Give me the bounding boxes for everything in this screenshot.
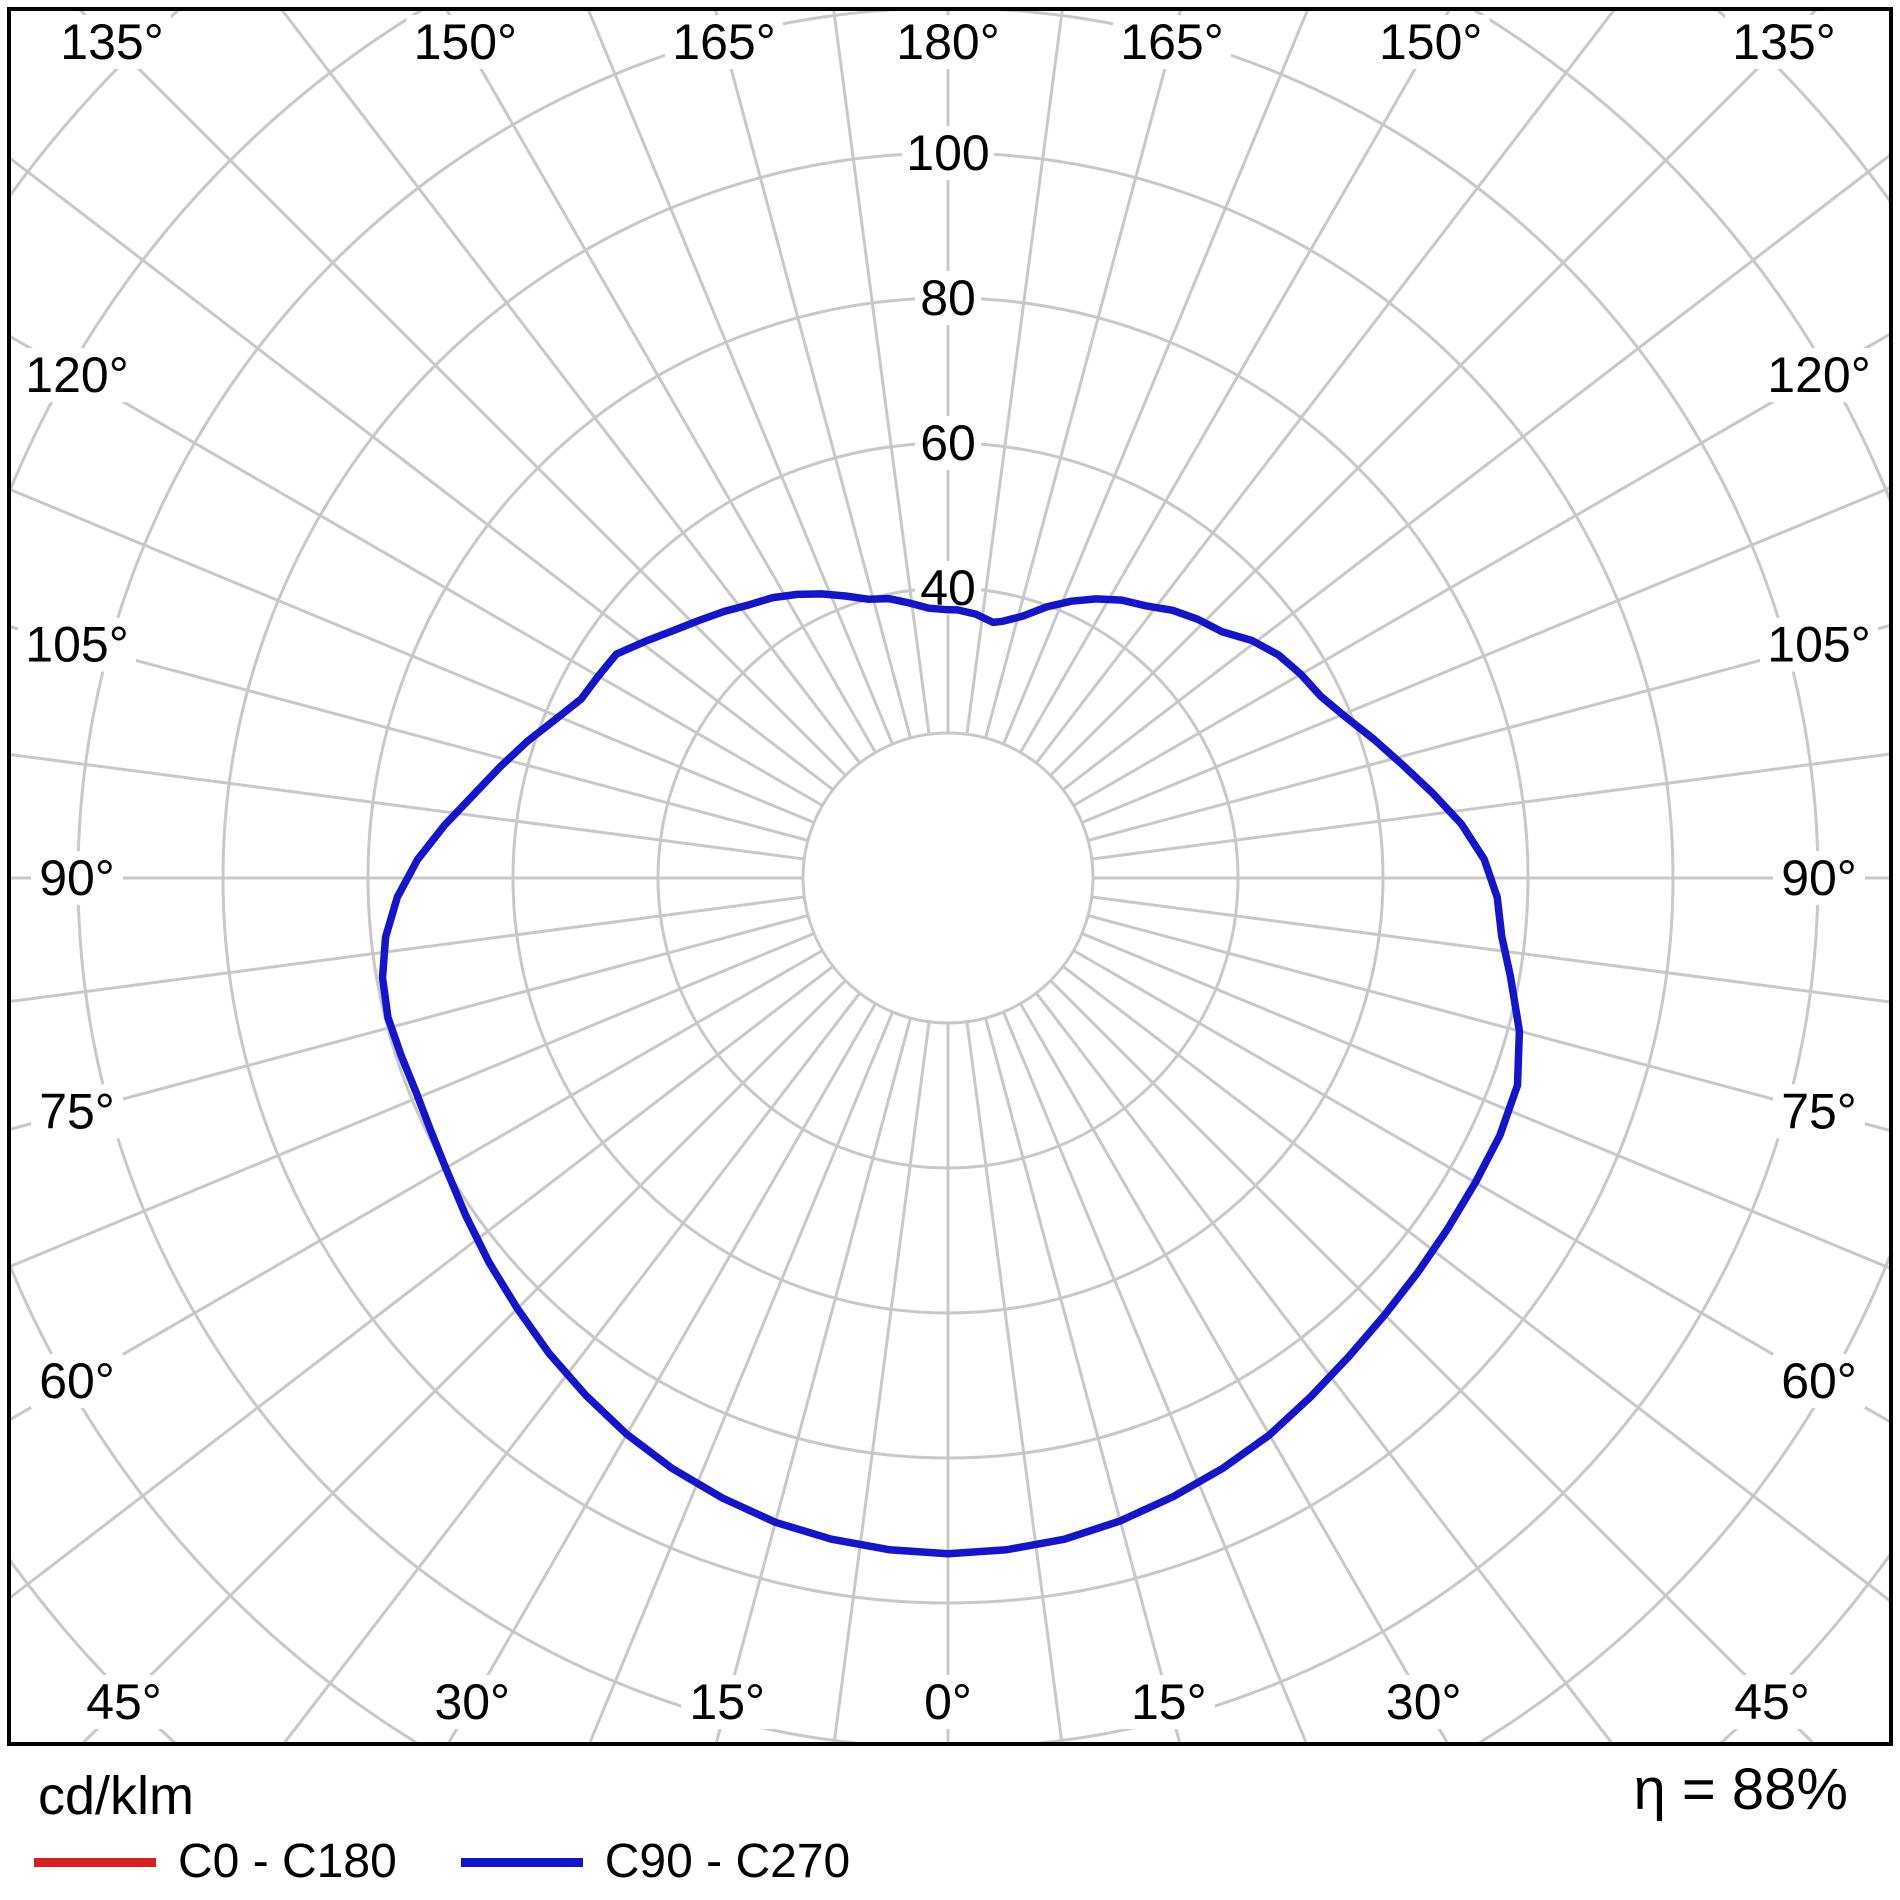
angle-label: 165°	[1120, 14, 1223, 70]
grid-spoke	[832, 1021, 931, 1742]
grid-spoke	[1002, 11, 1309, 745]
grid-spoke	[11, 753, 805, 861]
grid-spoke	[832, 11, 931, 735]
units-label: cd/klm	[38, 1766, 195, 1826]
grid-spoke	[11, 157, 834, 791]
radial-tick-label: 60	[920, 415, 976, 471]
grid-spoke	[1091, 895, 1889, 1004]
legend-label-c90-c270: C90 - C270	[604, 1835, 851, 1888]
grid-spoke	[11, 895, 805, 1003]
legend-item-c0-c180: C0 - C180	[34, 1836, 397, 1888]
grid-spoke	[11, 932, 815, 1268]
angle-label: 75°	[1781, 1083, 1857, 1139]
grid-spoke	[587, 11, 894, 745]
angle-label: 60°	[39, 1353, 115, 1409]
grid-spoke	[1062, 154, 1889, 791]
grid-spoke	[11, 949, 824, 1421]
angle-label: 75°	[39, 1083, 115, 1139]
grid-spoke	[984, 11, 1182, 739]
angle-label: 15°	[689, 1674, 765, 1730]
grid-spoke	[965, 1021, 1064, 1742]
angle-label: 90°	[1781, 850, 1857, 906]
grid-spoke	[1002, 1011, 1308, 1742]
grid-spoke	[984, 1017, 1182, 1742]
angle-label: 135°	[60, 14, 163, 70]
angle-label: 120°	[1767, 347, 1870, 403]
angle-label: 105°	[1767, 617, 1870, 673]
legend-swatch-blue-icon	[460, 1857, 583, 1867]
angle-label: 30°	[434, 1674, 510, 1730]
grid-spoke	[1049, 979, 1815, 1742]
radial-tick-label: 80	[920, 270, 976, 326]
curves	[378, 590, 1524, 1558]
grid-spoke	[1087, 914, 1889, 1132]
grid-spoke	[965, 11, 1064, 735]
angle-label: 105°	[25, 617, 128, 673]
angle-label: 0°	[924, 1674, 972, 1730]
grid-spoke	[714, 1017, 912, 1742]
grid-spoke	[11, 914, 809, 1131]
curve-C0-C180	[379, 590, 1523, 1557]
grid-spoke	[283, 992, 861, 1742]
legend-swatch-red-icon	[34, 1857, 156, 1867]
grid-spoke	[1062, 965, 1889, 1602]
legend-label-c0-c180: C0 - C180	[178, 1835, 397, 1888]
grid-spoke	[588, 1011, 894, 1742]
grid-circle	[801, 731, 1095, 1025]
grid-spoke	[1035, 992, 1613, 1742]
grid-spoke	[1072, 949, 1889, 1424]
grid-spoke	[1091, 752, 1889, 861]
grid-spoke	[714, 11, 912, 739]
grid-spoke	[11, 965, 834, 1599]
angle-label: 15°	[1131, 1674, 1207, 1730]
angle-label: 135°	[1732, 14, 1835, 70]
grid-spoke	[445, 11, 877, 754]
grid-spoke	[1035, 11, 1616, 764]
grid-spoke	[11, 625, 809, 842]
angle-label: 150°	[414, 14, 517, 70]
angle-label: 30°	[1386, 1674, 1462, 1730]
angle-label: 180°	[896, 14, 999, 70]
radial-tick-label: 100	[906, 125, 989, 181]
grid-spoke	[1072, 332, 1889, 807]
plot-frame	[7, 7, 1893, 1746]
grid-spoke	[447, 1002, 877, 1742]
grid-spoke	[280, 11, 861, 764]
angle-label: 150°	[1379, 14, 1482, 70]
grid-spoke	[1081, 932, 1889, 1270]
legend-item-c90-c270: C90 - C270	[460, 1835, 851, 1888]
angle-label: 45°	[1734, 1674, 1810, 1730]
grid-spoke	[11, 335, 824, 807]
grid-spoke	[81, 979, 847, 1742]
grid-spoke	[1019, 1002, 1449, 1742]
curve-C90-C270	[378, 590, 1524, 1558]
grid-spoke	[1019, 11, 1451, 754]
angle-label: 60°	[1781, 1353, 1857, 1409]
grid-spoke	[1081, 486, 1889, 824]
grid-spoke	[11, 488, 815, 824]
efficiency-label: η = 88%	[1633, 1757, 1848, 1822]
angle-label: 90°	[39, 850, 115, 906]
angle-label: 165°	[672, 14, 775, 70]
legend: C0 - C180 C90 - C270	[34, 1836, 850, 1888]
grid-spoke	[1087, 624, 1889, 842]
angle-label: 45°	[86, 1674, 162, 1730]
angle-label: 120°	[25, 347, 128, 403]
